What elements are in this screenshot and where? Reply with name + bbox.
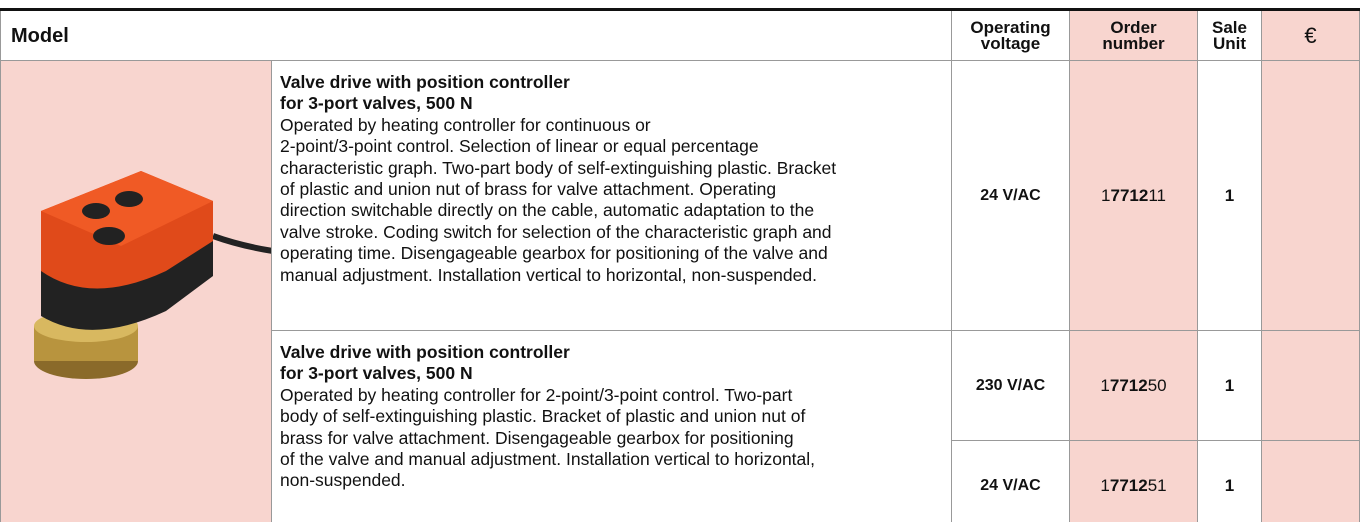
- price-cell: [1262, 61, 1360, 331]
- description-title: for 3-port valves, 500 N: [280, 93, 473, 114]
- description-title: Valve drive with position controller: [280, 72, 570, 92]
- top-rule: [0, 8, 1360, 11]
- description-line: direction switchable directly on the cab…: [280, 200, 815, 221]
- description-line: characteristic graph. Two-part body of s…: [280, 157, 837, 178]
- description-title: for 3-port valves, 500 N: [280, 363, 473, 384]
- order-prefix: 1: [1100, 475, 1110, 495]
- description-line: of plastic and union nut of brass for va…: [280, 179, 777, 200]
- description: Valve drive with position controller for …: [280, 72, 836, 286]
- description-line: manual adjustment. Installation vertical…: [280, 264, 817, 285]
- order-suffix: 11: [1148, 185, 1166, 205]
- image-cell: [0, 61, 272, 522]
- header-cell: Order number: [1070, 11, 1198, 61]
- description-line: Operated by heating controller for 2-poi…: [280, 384, 793, 405]
- order-cell: 1 7712 11: [1070, 61, 1198, 331]
- header-price: €: [1304, 22, 1317, 48]
- order-suffix: 51: [1147, 475, 1167, 495]
- description: Valve drive with position controller for …: [280, 342, 815, 492]
- product-image: [34, 171, 271, 379]
- voltage-cell: 230 V/AC: [952, 331, 1070, 441]
- description-cell: [272, 331, 952, 522]
- description-line: non-suspended.: [280, 470, 406, 491]
- order-suffix: 50: [1147, 375, 1167, 395]
- order-prefix: 1: [1100, 375, 1110, 395]
- description-line: brass for valve attachment. Disengageabl…: [280, 427, 794, 448]
- price-cell: [1262, 441, 1360, 522]
- sale-unit: 1: [1224, 475, 1235, 495]
- order-prefix: 1: [1101, 185, 1111, 205]
- order-main: 7712: [1109, 375, 1148, 395]
- order-main: 7712: [1109, 475, 1148, 495]
- description-line: 2-point/3-point control. Selection of li…: [280, 136, 759, 157]
- order-cell: 1 7712 50: [1070, 331, 1198, 441]
- description-cell: [272, 61, 952, 331]
- voltage: 230 V/AC: [975, 376, 1046, 394]
- voltage: 24 V/AC: [980, 476, 1041, 494]
- header-unit: Sale Unit: [1212, 17, 1247, 53]
- unit-cell: 1: [1198, 61, 1262, 331]
- description-line: body of self-extinguishing plastic. Brac…: [280, 406, 806, 427]
- sale-unit: 1: [1224, 185, 1235, 205]
- order-main: 7712: [1110, 185, 1149, 205]
- header-model: Model: [11, 24, 69, 47]
- voltage-cell: 24 V/AC: [952, 61, 1070, 331]
- order-cell: 1 7712 51: [1070, 441, 1198, 522]
- price-cell: [1262, 331, 1360, 441]
- description-line: of the valve and manual adjustment. Inst…: [280, 449, 816, 470]
- voltage-cell: 24 V/AC: [952, 441, 1070, 522]
- unit-cell: 1: [1198, 441, 1262, 522]
- unit-cell: 1: [1198, 331, 1262, 441]
- description-line: valve stroke. Coding switch for selectio…: [280, 221, 832, 242]
- header-cell: Operating voltage: [952, 11, 1070, 61]
- description-line: operating time. Disengageable gearbox fo…: [280, 243, 828, 264]
- header-cell: Model: [0, 11, 952, 61]
- description-line: Operated by heating controller for conti…: [280, 114, 651, 135]
- description-title: Valve drive with position controller: [280, 342, 570, 362]
- header-cell: €: [1262, 11, 1360, 61]
- header-voltage: Operating voltage: [970, 17, 1051, 53]
- header-cell: Sale Unit: [1198, 11, 1262, 61]
- header-order: Order number: [1102, 17, 1165, 53]
- sale-unit: 1: [1224, 375, 1235, 395]
- voltage: 24 V/AC: [980, 186, 1041, 204]
